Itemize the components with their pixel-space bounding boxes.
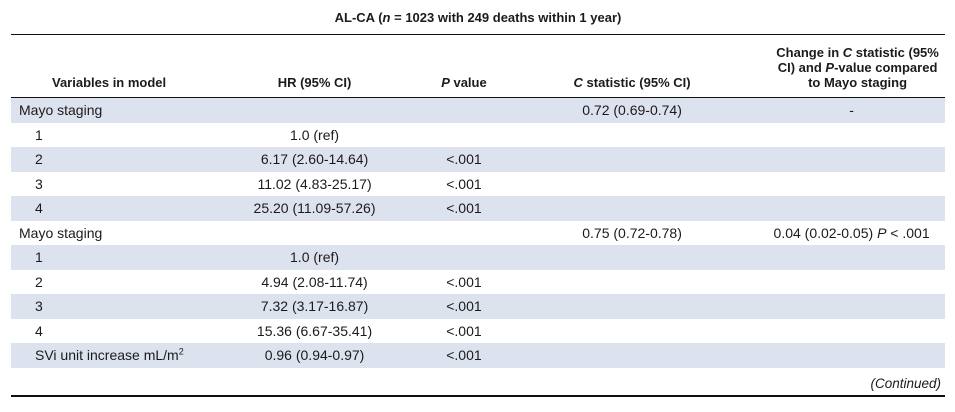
- cell-hr: [207, 221, 422, 246]
- results-table: Variables in model HR (95% CI) P value C st…: [11, 35, 945, 368]
- cell-change: 0.04 (0.02-0.05) P < .001: [773, 224, 930, 241]
- cell-pvalue: <.001: [446, 273, 482, 290]
- cell-change: [758, 319, 945, 344]
- cell-change: [758, 147, 945, 172]
- cell-pvalue: [422, 123, 506, 148]
- cell-pvalue: [422, 98, 506, 123]
- cell-cstat: [506, 245, 758, 270]
- table-row: 1 1.0 (ref): [11, 123, 945, 148]
- cell-pvalue: <.001: [446, 151, 482, 168]
- cell-cstat: [506, 147, 758, 172]
- table-row: Mayo staging 0.75 (0.72-0.78) 0.04 (0.02-0…: [11, 221, 945, 246]
- cell-hr: 6.17 (2.60-14.64): [260, 151, 369, 168]
- cell-cstat: [506, 319, 758, 344]
- cell-hr: 0.96 (0.94-0.97): [264, 347, 365, 364]
- cell-cstat: [506, 172, 758, 197]
- cell-variables: SVi unit increase mL/m2: [35, 346, 184, 364]
- cell-hr: 7.32 (3.17-16.87): [260, 298, 369, 315]
- cell-pvalue: <.001: [446, 298, 482, 315]
- table-title-prefix: AL-CA (: [334, 10, 383, 25]
- table-title: AL-CA (n = 1023 with 249 deaths within 1…: [11, 6, 945, 35]
- cell-variables: 1: [35, 249, 43, 266]
- cell-change: [758, 245, 945, 270]
- cell-pvalue: <.001: [446, 175, 482, 192]
- table-title-n-italic: n: [382, 10, 391, 25]
- cell-cstat: [506, 123, 758, 148]
- cell-variables: 3: [35, 298, 43, 315]
- cell-pvalue: <.001: [446, 200, 482, 217]
- cell-change: [758, 172, 945, 197]
- cell-hr: 1.0 (ref): [290, 126, 340, 143]
- header-cell-variables: Variables in model: [11, 35, 208, 98]
- header-cell-pvalue: P value: [421, 35, 506, 98]
- table-body: Mayo staging 0.72 (0.69-0.74) - 1 1.0 (ref) 2…: [11, 97, 945, 368]
- cell-cstat: [506, 343, 758, 368]
- cell-cstat: 0.72 (0.69-0.74): [582, 102, 682, 119]
- table-row: 4 25.20 (11.09-57.26) <.001: [11, 196, 945, 221]
- table-title-suffix: = 1023 with 249 deaths within 1 year): [390, 10, 622, 25]
- cell-hr: 11.02 (4.83-25.17): [257, 175, 372, 192]
- cell-pvalue: [422, 221, 506, 246]
- table-header: Variables in model HR (95% CI) P value C st…: [11, 35, 945, 98]
- cell-cstat: [506, 270, 758, 295]
- cell-variables: 2: [35, 151, 43, 168]
- table-row: 2 4.94 (2.08-11.74) <.001: [11, 270, 945, 295]
- cell-pvalue: <.001: [446, 322, 482, 339]
- cell-hr: 1.0 (ref): [290, 249, 340, 266]
- table-row: 4 15.36 (6.67-35.41) <.001: [11, 319, 945, 344]
- continued-label: (Continued): [870, 375, 941, 391]
- cell-cstat: [506, 294, 758, 319]
- cell-pvalue: <.001: [446, 347, 482, 364]
- cell-change: [758, 123, 945, 148]
- cell-pvalue: [422, 245, 506, 270]
- statistics-table: AL-CA (n = 1023 with 249 deaths within 1…: [11, 6, 945, 397]
- table-row: Mayo staging 0.72 (0.69-0.74) -: [11, 97, 945, 123]
- cell-hr: [207, 98, 422, 123]
- cell-change: [758, 294, 945, 319]
- cell-variables: 4: [35, 200, 43, 217]
- cell-hr: 15.36 (6.67-35.41): [256, 322, 373, 339]
- cell-change: -: [849, 102, 854, 119]
- cell-variables: 4: [35, 322, 43, 339]
- table-row: 2 6.17 (2.60-14.64) <.001: [11, 147, 945, 172]
- cell-cstat: [506, 196, 758, 221]
- cell-variables: Mayo staging: [19, 102, 103, 119]
- cell-change: [758, 196, 945, 221]
- table-row: 3 11.02 (4.83-25.17) <.001: [11, 172, 945, 197]
- cell-cstat: 0.75 (0.72-0.78): [582, 224, 682, 241]
- cell-variables: 2: [35, 273, 43, 290]
- cell-variables: 1: [35, 126, 43, 143]
- cell-variables: Mayo staging: [19, 224, 103, 241]
- header-cell-cstat: C statistic (95% CI): [505, 35, 759, 98]
- cell-change: [758, 270, 945, 295]
- cell-change: [758, 343, 945, 368]
- cell-variables: 3: [35, 175, 43, 192]
- continued-note: (Continued): [11, 368, 945, 397]
- header-cell-change: Change in C statistic (95% CI) and P-val…: [758, 35, 945, 98]
- table-row: 1 1.0 (ref): [11, 245, 945, 270]
- table-row: SVi unit increase mL/m2 0.96 (0.94-0.97) <…: [11, 343, 945, 368]
- cell-hr: 4.94 (2.08-11.74): [261, 273, 368, 290]
- table-row: 3 7.32 (3.17-16.87) <.001: [11, 294, 945, 319]
- header-cell-hr: HR (95% CI): [207, 35, 422, 98]
- table-header-row: Variables in model HR (95% CI) P value C st…: [11, 35, 945, 98]
- cell-hr: 25.20 (11.09-57.26): [253, 200, 376, 217]
